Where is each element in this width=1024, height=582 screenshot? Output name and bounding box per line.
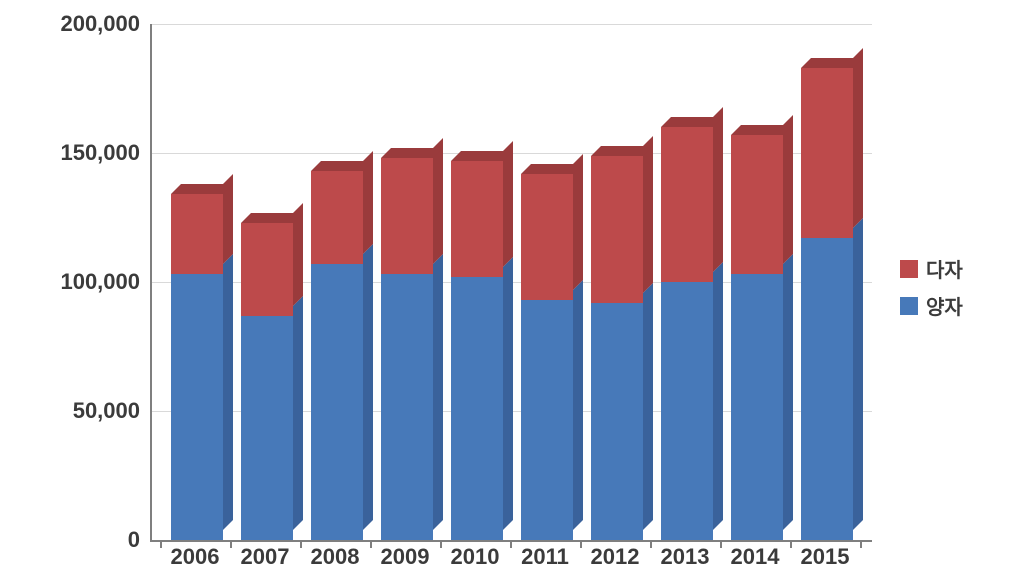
bar-2007 (241, 223, 293, 540)
x-tick-mark (720, 540, 722, 548)
y-tick-label: 200,000 (0, 11, 140, 37)
plot-area (150, 24, 872, 542)
bar-seg-bilateral (801, 238, 853, 540)
gridline (152, 24, 872, 25)
legend-label: 다자 (926, 254, 963, 283)
bar-seg-bilateral (661, 282, 713, 540)
x-tick-mark (790, 540, 792, 548)
y-tick-label: 50,000 (0, 398, 140, 424)
bar-seg-multilateral (521, 174, 573, 300)
y-tick-label: 150,000 (0, 140, 140, 166)
bar-seg-multilateral (661, 127, 713, 282)
x-tick-label: 2014 (731, 544, 780, 570)
bar-seg-bilateral (241, 316, 293, 540)
bar-2008 (311, 171, 363, 540)
legend: 다자양자 (900, 254, 1020, 328)
x-tick-label: 2015 (801, 544, 850, 570)
x-tick-label: 2010 (451, 544, 500, 570)
bar-seg-multilateral (311, 171, 363, 264)
bar-2013 (661, 127, 713, 540)
bar-seg-multilateral (451, 161, 503, 277)
bar-seg-multilateral (241, 223, 293, 316)
x-tick-mark (160, 540, 162, 548)
y-tick-label: 100,000 (0, 269, 140, 295)
bar-seg-multilateral (381, 158, 433, 274)
bar-seg-multilateral (731, 135, 783, 274)
x-tick-label: 2012 (591, 544, 640, 570)
bar-2011 (521, 174, 573, 540)
x-tick-mark (230, 540, 232, 548)
legend-swatch (900, 260, 918, 278)
x-tick-label: 2006 (171, 544, 220, 570)
bar-seg-bilateral (311, 264, 363, 540)
x-tick-mark (300, 540, 302, 548)
bar-2009 (381, 158, 433, 540)
bar-seg-multilateral (591, 156, 643, 303)
x-tick-mark (440, 540, 442, 548)
x-tick-label: 2008 (311, 544, 360, 570)
x-tick-label: 2011 (521, 544, 569, 570)
bar-seg-bilateral (731, 274, 783, 540)
x-tick-mark (370, 540, 372, 548)
x-tick-mark (650, 540, 652, 548)
x-tick-label: 2009 (381, 544, 430, 570)
chart-container: 다자양자 0 50,000 100,000 150,000 200,000 2006 200… (0, 0, 1024, 582)
bar-seg-multilateral (801, 68, 853, 238)
x-tick-mark (510, 540, 512, 548)
bar-2015 (801, 68, 853, 540)
bar-2014 (731, 135, 783, 540)
legend-label: 양자 (926, 291, 963, 320)
bar-seg-bilateral (171, 274, 223, 540)
legend-item-multilateral: 다자 (900, 254, 1020, 283)
x-tick-label: 2013 (661, 544, 710, 570)
x-tick-mark (580, 540, 582, 548)
x-tick-label: 2007 (241, 544, 290, 570)
bar-2006 (171, 194, 223, 540)
bar-seg-bilateral (591, 303, 643, 540)
bar-seg-bilateral (381, 274, 433, 540)
x-tick-mark (860, 540, 862, 548)
legend-item-bilateral: 양자 (900, 291, 1020, 320)
legend-swatch (900, 297, 918, 315)
bar-seg-bilateral (521, 300, 573, 540)
bar-2012 (591, 156, 643, 540)
bar-seg-multilateral (171, 194, 223, 274)
bar-seg-bilateral (451, 277, 503, 540)
bar-2010 (451, 161, 503, 540)
y-tick-label: 0 (0, 527, 140, 553)
